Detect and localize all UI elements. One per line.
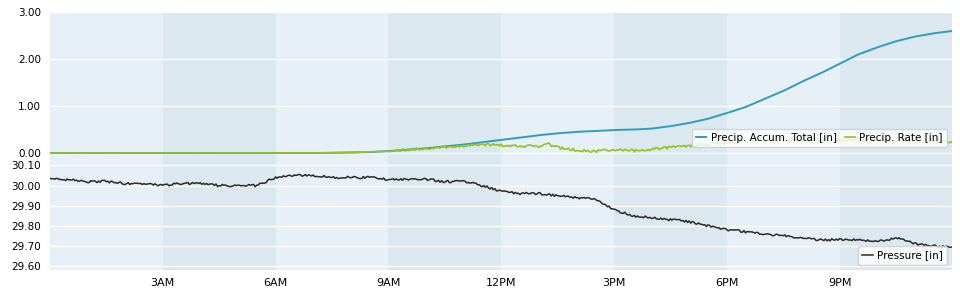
- Bar: [727, 155, 839, 270]
- Bar: [276, 155, 388, 270]
- Bar: [839, 155, 952, 270]
- Bar: [162, 12, 276, 155]
- Bar: [501, 155, 614, 270]
- Bar: [388, 155, 501, 270]
- Legend: Pressure [in]: Pressure [in]: [858, 246, 948, 265]
- Bar: [162, 155, 276, 270]
- Bar: [276, 12, 388, 155]
- Bar: [50, 12, 162, 155]
- Bar: [727, 12, 839, 155]
- Legend: Precip. Accum. Total [in], Precip. Rate [in]: Precip. Accum. Total [in], Precip. Rate …: [692, 129, 948, 147]
- Bar: [839, 12, 952, 155]
- Bar: [50, 155, 162, 270]
- Bar: [613, 155, 727, 270]
- Bar: [388, 12, 501, 155]
- Bar: [501, 12, 614, 155]
- Bar: [613, 12, 727, 155]
